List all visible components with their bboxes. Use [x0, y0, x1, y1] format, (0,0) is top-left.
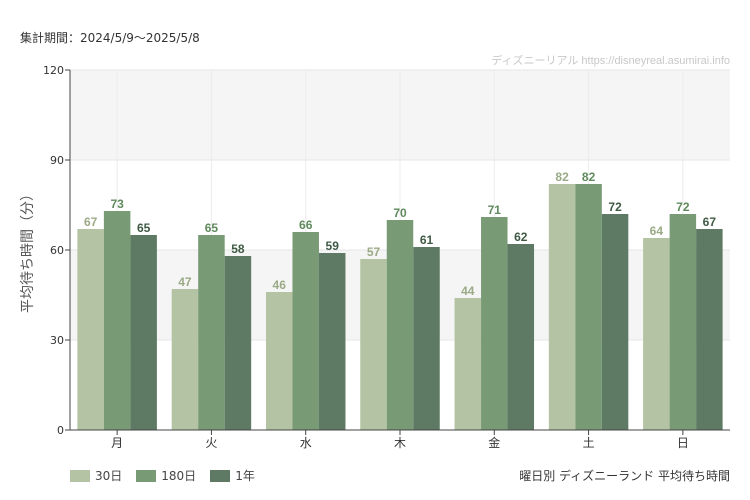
legend-label-1y: 1年: [235, 469, 255, 483]
data-label: 46: [273, 278, 287, 292]
x-tick-label: 日: [677, 436, 689, 450]
legend-swatch-30d: [70, 469, 90, 482]
data-label: 65: [205, 221, 219, 235]
data-label: 65: [137, 221, 151, 235]
axes-group: 0 30 60 90 120 月 火 水 木 金 土 日: [43, 64, 730, 450]
data-label: 72: [608, 200, 622, 214]
data-label: 62: [514, 230, 528, 244]
bars-group: [77, 184, 723, 430]
bar: [643, 238, 670, 430]
bar: [669, 214, 697, 430]
data-label: 73: [110, 197, 124, 211]
x-tick-label: 木: [394, 436, 406, 450]
legend-swatch-1y: [210, 469, 231, 482]
y-tick-label: 0: [57, 424, 64, 437]
legend-swatch-180d: [136, 469, 157, 482]
data-label: 47: [178, 275, 192, 289]
data-label: 61: [420, 233, 434, 247]
data-label: 82: [555, 170, 569, 184]
y-tick-label: 120: [43, 64, 64, 77]
data-label: 59: [326, 239, 340, 253]
bar: [103, 211, 131, 430]
watermark-text: ディズニーリアル https://disneyreal.asumirai.inf…: [491, 53, 730, 67]
y-tick-label: 60: [50, 244, 64, 257]
legend-item-30d[interactable]: 30日: [70, 467, 122, 484]
bar: [198, 235, 225, 430]
chart-caption: 曜日別 ディズニーランド 平均待ち時間: [519, 469, 730, 483]
bar: [454, 298, 482, 430]
x-tick-label: 水: [300, 436, 312, 450]
legend-label-30d: 30日: [95, 469, 123, 483]
period-label: 集計期間：2024/5/9〜2025/5/8: [20, 31, 200, 45]
data-label: 67: [84, 215, 98, 229]
data-label: 71: [488, 203, 502, 217]
bar: [548, 184, 576, 430]
y-tick-label: 90: [50, 154, 64, 167]
bar: [292, 232, 319, 430]
data-labels-group: 67 73 65 47 65 58 46 66 59 57 70 61 44 71 62 82 82 72 64 72…: [84, 170, 716, 298]
bar: [413, 247, 440, 430]
data-label: 82: [582, 170, 596, 184]
y-axis-label: 平均待ち時間（分）: [20, 187, 36, 313]
data-label: 44: [461, 284, 475, 298]
bar: [386, 220, 414, 430]
data-label: 57: [367, 245, 381, 259]
data-label: 58: [231, 242, 245, 256]
bar: [224, 256, 252, 430]
bar: [77, 229, 104, 430]
bar: [601, 214, 629, 430]
bar: [575, 184, 602, 430]
bar: [130, 235, 157, 430]
legend: 30日 180日 1年: [70, 467, 269, 484]
bar: [318, 253, 346, 430]
x-tick-label: 火: [205, 436, 217, 450]
bar: [507, 244, 535, 430]
data-label: 67: [703, 215, 717, 229]
y-tick-label: 30: [50, 334, 64, 347]
x-tick-label: 土: [583, 436, 595, 450]
legend-item-1y[interactable]: 1年: [210, 467, 255, 484]
bar: [696, 229, 723, 430]
bar: [360, 259, 387, 430]
data-label: 72: [676, 200, 690, 214]
data-label: 70: [393, 206, 407, 220]
data-label: 64: [650, 224, 664, 238]
data-label: 66: [299, 218, 313, 232]
bar: [265, 292, 293, 430]
bar: [171, 289, 199, 430]
legend-item-180d[interactable]: 180日: [136, 467, 196, 484]
x-tick-label: 金: [488, 435, 500, 450]
legend-label-180d: 180日: [161, 469, 197, 483]
bar: [481, 217, 508, 430]
x-tick-label: 月: [111, 436, 123, 450]
